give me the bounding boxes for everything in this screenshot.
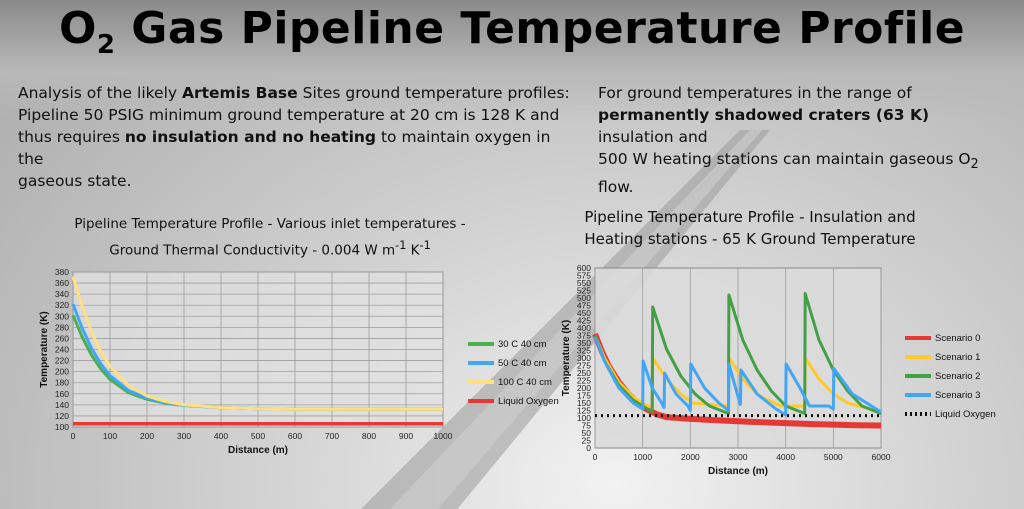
chart1-title: Pipeline Temperature Profile - Various i… (74, 216, 466, 259)
chart1-legend-label: Liquid Oxygen (498, 396, 559, 407)
chart2-series-line-3 (593, 292, 882, 415)
chart2-ytick-label: 550 (577, 278, 591, 288)
pipeline-photo (361, 130, 770, 509)
chart1-xtick-label: 100 (103, 431, 117, 441)
chart2-ytick-label: 600 (577, 263, 591, 273)
chart2-ytick-label: 175 (577, 391, 591, 401)
chart2-legend-label: Liquid Oxygen (935, 409, 996, 420)
chart1-ytick-label: 120 (55, 411, 69, 421)
chart1-series-line-3 (71, 275, 443, 411)
chart1-legend-label: 30 C 40 cm (498, 339, 547, 350)
chart1-ytick-label: 320 (55, 300, 69, 310)
chart1-ytick-label: 240 (55, 345, 69, 355)
chart2-legend-label: Scenario 0 (935, 333, 980, 344)
chart2-ytick-label: 325 (577, 346, 591, 356)
chart2-ytick-label: 350 (577, 338, 591, 348)
chart2-ytick-label: 225 (577, 376, 591, 386)
chart1-ytick-label: 300 (55, 311, 69, 321)
chart2-xtick-label: 2000 (681, 452, 700, 462)
chart2-yaxis-label: Temperature (K) (561, 320, 572, 397)
chart2-ytick-label: 400 (577, 323, 591, 333)
chart1-ytick-label: 160 (55, 389, 69, 399)
chart2-xtick-label: 5000 (824, 452, 843, 462)
chart1-xtick-label: 900 (399, 431, 413, 441)
chart1-xtick-label: 700 (325, 431, 339, 441)
right-paragraph: For ground temperatures in the range of … (598, 84, 979, 197)
chart1-xaxis-label: Distance (m) (228, 445, 288, 456)
chart2-xtick-label: 1000 (633, 452, 652, 462)
chart1-legend-label: 100 C 40 cm (498, 377, 552, 388)
chart1-ytick-label: 200 (55, 367, 69, 377)
chart2-ytick-label: 575 (577, 271, 591, 281)
chart2-xtick-label: 0 (593, 452, 598, 462)
chart1-xtick-label: 500 (251, 431, 265, 441)
chart2-ytick-label: 200 (577, 383, 591, 393)
chart2-ytick-label: 300 (577, 353, 591, 363)
chart1-ytick-label: 180 (55, 378, 69, 388)
chart2-xtick-label: 4000 (776, 452, 795, 462)
chart1-legend-label: 50 C 40 cm (498, 358, 547, 369)
chart2-ytick-label: 25 (582, 436, 592, 446)
chart1-xtick-label: 800 (362, 431, 376, 441)
chart2-ytick-label: 525 (577, 286, 591, 296)
chart2-legend-label: Scenario 2 (935, 371, 980, 382)
chart2-ytick-label: 100 (577, 413, 591, 423)
chart1-ytick-label: 260 (55, 333, 69, 343)
chart2-series-line-4 (593, 336, 882, 417)
chart1-ytick-label: 100 (55, 422, 69, 432)
chart2-ytick-label: 0 (586, 443, 591, 453)
chart2-xtick-label: 3000 (729, 452, 748, 462)
chart2-ytick-label: 50 (582, 428, 592, 438)
chart2-ytick-label: 475 (577, 301, 591, 311)
chart1-xtick-label: 1000 (434, 431, 453, 441)
chart2-title: Pipeline Temperature Profile - Insulatio… (584, 208, 916, 248)
chart2-ytick-label: 500 (577, 293, 591, 303)
chart2-ytick-label: 375 (577, 331, 591, 341)
chart2-legend-label: Scenario 1 (935, 352, 980, 363)
chart2-ytick-label: 250 (577, 368, 591, 378)
chart1-ytick-label: 280 (55, 322, 69, 332)
chart2-ytick-label: 125 (577, 406, 591, 416)
chart1-ytick-label: 360 (55, 278, 69, 288)
chart1-xtick-label: 400 (214, 431, 228, 441)
left-paragraph: Analysis of the likely Artemis Base Site… (18, 84, 570, 190)
chart2-legend-label: Scenario 3 (935, 390, 980, 401)
chart1-yaxis-label: Temperature (K) (39, 311, 50, 388)
chart1-ytick-label: 140 (55, 400, 69, 410)
slide-title: O2 Gas Pipeline Temperature Profile (58, 3, 966, 60)
chart2-ytick-label: 150 (577, 398, 591, 408)
chart2-ytick-label: 75 (582, 421, 592, 431)
chart1-ytick-label: 380 (55, 267, 69, 277)
chart1-xtick-label: 200 (140, 431, 154, 441)
chart2-ytick-label: 450 (577, 308, 591, 318)
chart1-ytick-label: 340 (55, 289, 69, 299)
chart2-xaxis-label: Distance (m) (708, 466, 768, 477)
lunar-horizon (0, 0, 1024, 120)
chart1-xtick-label: 0 (71, 431, 76, 441)
chart1-ytick-label: 220 (55, 356, 69, 366)
chart1-xtick-label: 300 (177, 431, 191, 441)
chart2-ytick-label: 425 (577, 316, 591, 326)
chart2-xtick-label: 6000 (872, 452, 891, 462)
chart1-xtick-label: 600 (288, 431, 302, 441)
chart2-ytick-label: 275 (577, 361, 591, 371)
